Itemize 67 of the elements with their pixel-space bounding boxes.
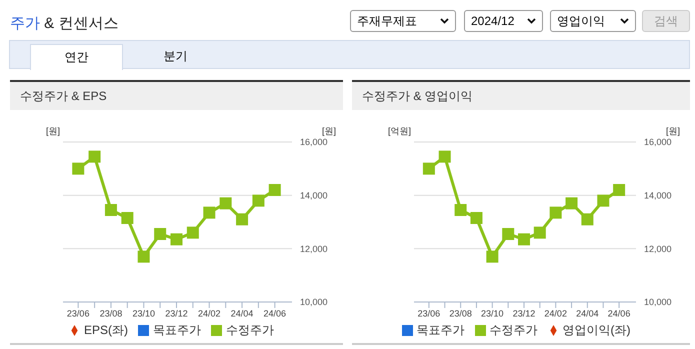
point (438, 150, 451, 163)
y2-tick-label: 14,000 (300, 190, 328, 201)
text: 영업이익 (557, 12, 605, 30)
point (470, 212, 482, 224)
text: 주가 & 컨센서스 (10, 14, 118, 33)
point (534, 226, 546, 239)
point (597, 194, 610, 207)
point (581, 213, 594, 226)
y2-axis-title: [원] (666, 125, 680, 138)
point (422, 162, 435, 175)
x-tick-label: 24/04 (576, 308, 599, 318)
text: 분기 (162, 48, 188, 65)
point (88, 150, 101, 163)
point (72, 162, 84, 175)
y2-tick-label: 12,000 (300, 244, 328, 254)
point (104, 204, 117, 216)
y2-tick-label: 12,000 (644, 244, 672, 254)
point (550, 206, 562, 219)
legend-label: EPS(좌) (84, 323, 128, 337)
x-tick-label: 24/02 (544, 308, 567, 318)
y2-tick-label: 16,000 (644, 137, 672, 148)
text: 연간 (30, 44, 123, 70)
y2-tick-label: 10,000 (644, 297, 672, 308)
x-tick-label: 24/04 (230, 308, 254, 318)
point (186, 226, 199, 239)
y-axis-title: [원] (46, 125, 60, 138)
x-tick-label: 23/08 (449, 308, 472, 318)
y2-axis-title: [원] (322, 125, 336, 138)
text: 검색 (642, 10, 690, 32)
text: 주재무제표 (357, 12, 417, 30)
point (486, 250, 498, 263)
point (138, 250, 150, 263)
point (518, 233, 530, 246)
point (454, 204, 467, 216)
x-tick-label: 24/06 (608, 308, 630, 318)
x-tick-label: 23/06 (418, 308, 440, 318)
x-tick-label: 23/10 (481, 308, 504, 318)
x-tick-label: 24/06 (264, 308, 286, 318)
chart-title: 수정주가 & 영업이익 (352, 80, 690, 110)
chart-title: 수정주가 & EPS (10, 80, 343, 110)
text: 2024/12 (471, 14, 514, 28)
point (170, 233, 182, 246)
point (566, 197, 578, 210)
point (154, 228, 166, 240)
x-tick-label: 23/12 (512, 308, 536, 318)
legend-label: 수정주가 (226, 323, 274, 337)
legend-label: 목표주가 (416, 323, 464, 337)
y2-tick-label: 16,000 (300, 137, 328, 148)
x-tick-label: 24/02 (198, 308, 221, 318)
point (252, 194, 264, 207)
x-tick-label: 23/12 (165, 308, 188, 318)
y2-tick-label: 10,000 (300, 297, 328, 308)
x-tick-label: 23/08 (100, 308, 122, 318)
point (268, 184, 281, 196)
legend-label: 목표주가 (153, 323, 201, 337)
x-tick-label: 23/10 (132, 308, 155, 318)
point (220, 197, 232, 210)
legend-label: 영업이익(좌) (562, 323, 630, 337)
x-tick-label: 23/06 (66, 308, 90, 318)
point (203, 206, 216, 219)
point (121, 212, 134, 224)
y2-tick-label: 14,000 (644, 190, 672, 201)
y-axis-title: [억원] (388, 125, 411, 138)
point (502, 228, 514, 240)
point (613, 184, 626, 196)
point (236, 213, 248, 226)
legend-label: 수정주가 (490, 323, 538, 337)
